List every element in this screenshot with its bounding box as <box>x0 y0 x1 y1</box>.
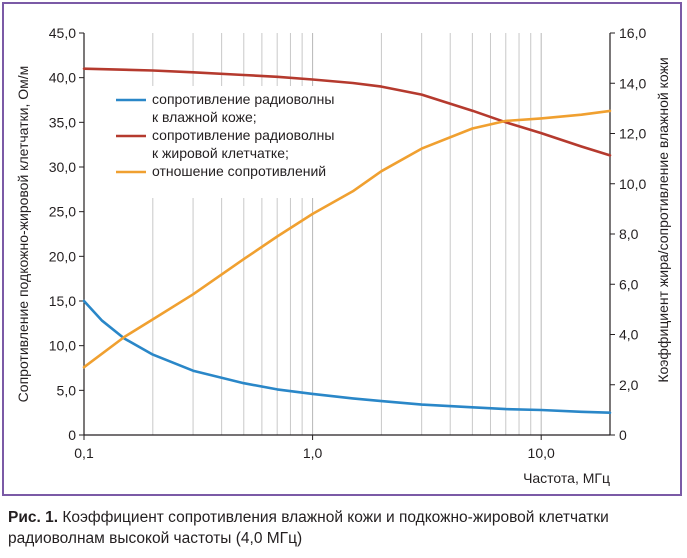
y-right-tick-label: 10,0 <box>619 176 646 192</box>
x-tick-label: 10,0 <box>528 445 555 461</box>
y-tick-label: 25,0 <box>49 204 76 220</box>
y-right-tick-label: 6,0 <box>619 276 639 292</box>
y-tick-label: 10,0 <box>49 338 76 354</box>
y-axis-title: Сопротивление подкожно-жировой клетчатки… <box>15 66 31 403</box>
legend-label-1: сопротивление радиоволны <box>152 91 334 107</box>
series-line-1 <box>82 299 612 415</box>
y-tick-label: 40,0 <box>49 70 76 86</box>
figure-caption: Рис. 1. Коэффициент сопротивления влажно… <box>8 507 680 549</box>
y-tick-label: 30,0 <box>49 159 76 175</box>
x-tick-label: 1,0 <box>303 445 323 461</box>
y-right-tick-label: 16,0 <box>619 25 646 41</box>
legend-label-2: сопротивление радиоволны <box>152 127 334 143</box>
series-line-2 <box>82 67 612 157</box>
chart: 0 5,0 10,0 15,0 20,0 25,0 30,0 35,0 40,0 45,0 0 2,0… <box>15 25 671 486</box>
figure-frame: 0 5,0 10,0 15,0 20,0 25,0 30,0 35,0 40,0 45,0 0 2,0… <box>2 2 682 496</box>
x-tick-label: 0,1 <box>74 445 94 461</box>
y-tick-label: 20,0 <box>49 248 76 264</box>
legend-label-2: к жировой клетчатке; <box>152 145 289 161</box>
caption-text: Коэффициент сопротивления влажной кожи и… <box>8 509 609 547</box>
y-tick-label: 35,0 <box>49 114 76 130</box>
y-right-tick-label: 8,0 <box>619 226 639 242</box>
y-right-tick-label: 2,0 <box>619 377 639 393</box>
y-tick-label: 45,0 <box>49 25 76 41</box>
y-tick-label: 0 <box>68 427 76 443</box>
legend-label-3: отношение сопротивлений <box>152 163 326 179</box>
y-right-tick-label: 14,0 <box>619 75 646 91</box>
series-line-3 <box>82 109 612 369</box>
y-right-tick-label: 12,0 <box>619 126 646 142</box>
caption-label: Рис. 1. <box>8 509 59 526</box>
x-axis-title: Частота, МГц <box>523 470 610 486</box>
y-tick-label: 5,0 <box>57 382 77 398</box>
y-right-axis-title: Коэффициент жира/сопротивление влажной к… <box>655 57 671 382</box>
y-right-tick-label: 4,0 <box>619 327 639 343</box>
legend-background <box>114 86 364 198</box>
y-right-tick-label: 0 <box>619 427 627 443</box>
y-tick-label: 15,0 <box>49 293 76 309</box>
legend-label-1: к влажной коже; <box>152 109 257 125</box>
